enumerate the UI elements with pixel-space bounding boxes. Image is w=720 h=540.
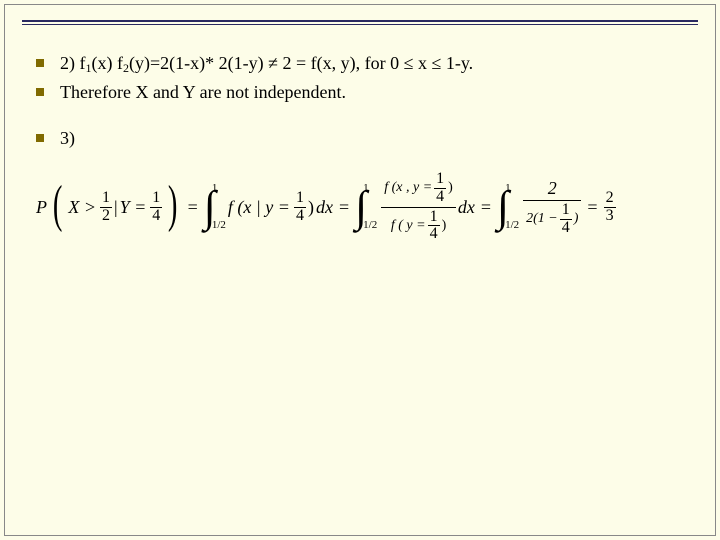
list-item: 3) [36, 127, 690, 150]
num: 1 [434, 171, 446, 188]
frac-quarter: 1 4 [428, 209, 440, 244]
two: 2 [545, 177, 560, 200]
integral-3: ∫ 1 1/2 [497, 183, 519, 231]
den2a: 2(1 − [526, 211, 558, 227]
int-hi: 1 [212, 183, 226, 194]
den-fy: f ( y = [391, 218, 426, 234]
bullet-icon [36, 88, 44, 96]
fx: f (x | y = [228, 197, 290, 218]
sub: 1 [86, 61, 92, 75]
integral-1: ∫ 1 1/2 [204, 183, 226, 231]
P: P [36, 197, 47, 218]
Yeq: Y = [120, 197, 147, 218]
frac-quarter: 1 4 [294, 190, 306, 225]
close: ) [308, 197, 314, 218]
lparen-icon: ( [53, 179, 63, 231]
bullet-icon [36, 134, 44, 142]
given-bar: | [114, 197, 118, 218]
close: ) [448, 180, 453, 196]
num: 1 [294, 190, 306, 207]
equals: = [481, 197, 491, 218]
close: ) [442, 218, 447, 234]
den: 4 [150, 208, 162, 225]
t: (y)=2(1-x)* 2(1-y) ≠ 2 = f(x, y), for 0 … [129, 53, 473, 73]
den: 4 [294, 208, 306, 225]
dx: dx [316, 197, 333, 218]
frac-quarter: 1 4 [560, 202, 572, 237]
den: 4 [434, 189, 446, 206]
num: 1 [560, 202, 572, 219]
list-text: Therefore X and Y are not independent. [60, 81, 346, 104]
num-fxy: f (x , y = [384, 180, 432, 196]
num: 2 [604, 190, 616, 207]
bullet-icon [36, 59, 44, 67]
den: 4 [560, 220, 572, 237]
integral-2: ∫ 1 1/2 [355, 183, 377, 231]
equation: P ( X > 1 2 | Y = 1 4 ) = ∫ 1 1/2 f (x |… [36, 170, 696, 244]
rparen-icon: ) [168, 179, 178, 231]
equals: = [188, 197, 198, 218]
Xgt: X > [68, 197, 96, 218]
int-lo: 1/2 [212, 220, 226, 231]
den: 3 [604, 208, 616, 225]
den: 2 [100, 208, 112, 225]
frac-quarter: 1 4 [150, 190, 162, 225]
frac-half: 1 2 [100, 190, 112, 225]
den: 4 [428, 226, 440, 243]
int-lo: 1/2 [505, 220, 519, 231]
equals: = [587, 197, 597, 218]
t: (x) f [92, 53, 123, 73]
dx: dx [458, 197, 475, 218]
num: 1 [100, 190, 112, 207]
int-hi: 1 [363, 183, 377, 194]
list-text: 2) f1(x) f2(y)=2(1-x)* 2(1-y) ≠ 2 = f(x,… [60, 52, 473, 75]
num: 1 [150, 190, 162, 207]
int-lo: 1/2 [363, 220, 377, 231]
den2b: ) [574, 211, 579, 227]
frac-quarter: 1 4 [434, 171, 446, 206]
bullet-list: 2) f1(x) f2(y)=2(1-x)* 2(1-y) ≠ 2 = f(x,… [36, 52, 690, 156]
list-item: 2) f1(x) f2(y)=2(1-x)* 2(1-y) ≠ 2 = f(x,… [36, 52, 690, 75]
list-item: Therefore X and Y are not independent. [36, 81, 690, 104]
big-frac-1: f (x , y = 1 4 ) f ( y = 1 4 ) [381, 170, 456, 244]
num: 1 [428, 209, 440, 226]
sub: 2 [123, 61, 129, 75]
list-text: 3) [60, 127, 75, 150]
t: 2) f [60, 53, 86, 73]
equals: = [339, 197, 349, 218]
big-frac-2: 2 2(1 − 1 4 ) [523, 177, 581, 238]
frac-result: 2 3 [604, 190, 616, 225]
int-hi: 1 [505, 183, 519, 194]
